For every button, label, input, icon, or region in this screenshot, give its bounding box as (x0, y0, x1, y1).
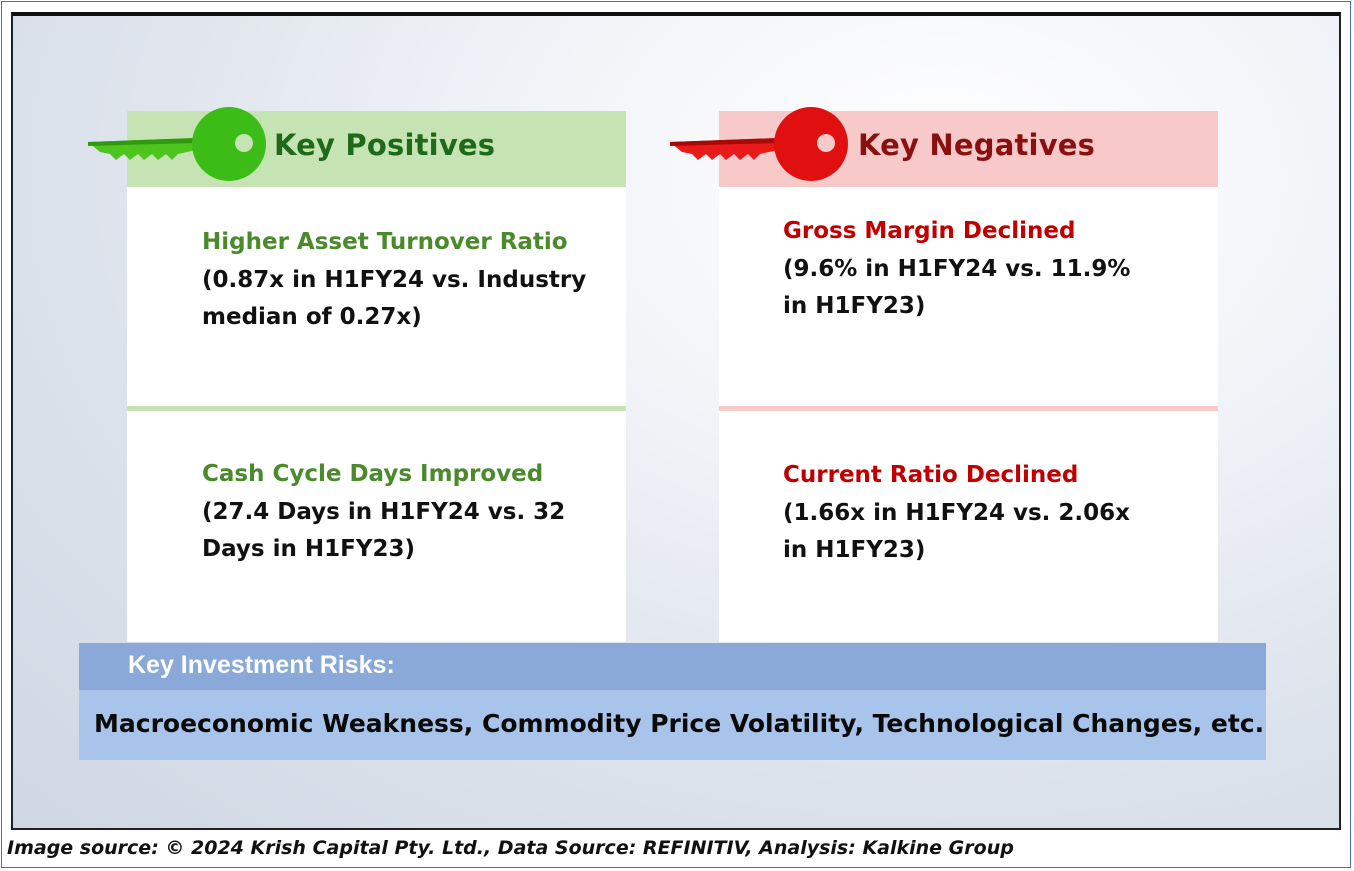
risks-text: Macroeconomic Weakness, Commodity Price … (94, 709, 1265, 738)
positive-item-1-line-2: median of 0.27x) (202, 304, 422, 330)
image-source-caption: Image source: © 2024 Krish Capital Pty. … (7, 837, 1014, 859)
positives-divider (127, 406, 626, 411)
risks-header: Key Investment Risks: (79, 643, 1266, 690)
negative-item-1-line-2: in H1FY23) (783, 293, 926, 319)
negative-item-2-line-1: (1.66x in H1FY24 vs. 2.06x (783, 500, 1131, 526)
positives-panel (127, 187, 626, 642)
positive-item-2-line-2: Days in H1FY23) (202, 536, 415, 562)
negatives-panel (719, 187, 1218, 642)
positive-item-2-title: Cash Cycle Days Improved (202, 461, 544, 487)
risks-title: Key Investment Risks: (128, 651, 395, 679)
negative-item-2-title: Current Ratio Declined (783, 462, 1079, 488)
negatives-divider (719, 406, 1218, 411)
positive-item-1-title: Higher Asset Turnover Ratio (202, 229, 568, 255)
positives-title: Key Positives (274, 128, 496, 162)
green-key-icon (88, 107, 266, 181)
positive-item-1-line-1: (0.87x in H1FY24 vs. Industry (202, 267, 587, 293)
negative-item-1-line-1: (9.6% in H1FY24 vs. 11.9% (783, 256, 1131, 282)
risks-body: Macroeconomic Weakness, Commodity Price … (79, 690, 1266, 760)
negatives-title: Key Negatives (858, 128, 1096, 162)
positive-item-2-line-1: (27.4 Days in H1FY24 vs. 32 (202, 499, 566, 525)
negative-item-2-line-2: in H1FY23) (783, 537, 926, 563)
negative-item-1-title: Gross Margin Declined (783, 218, 1076, 244)
red-key-icon (670, 107, 848, 181)
